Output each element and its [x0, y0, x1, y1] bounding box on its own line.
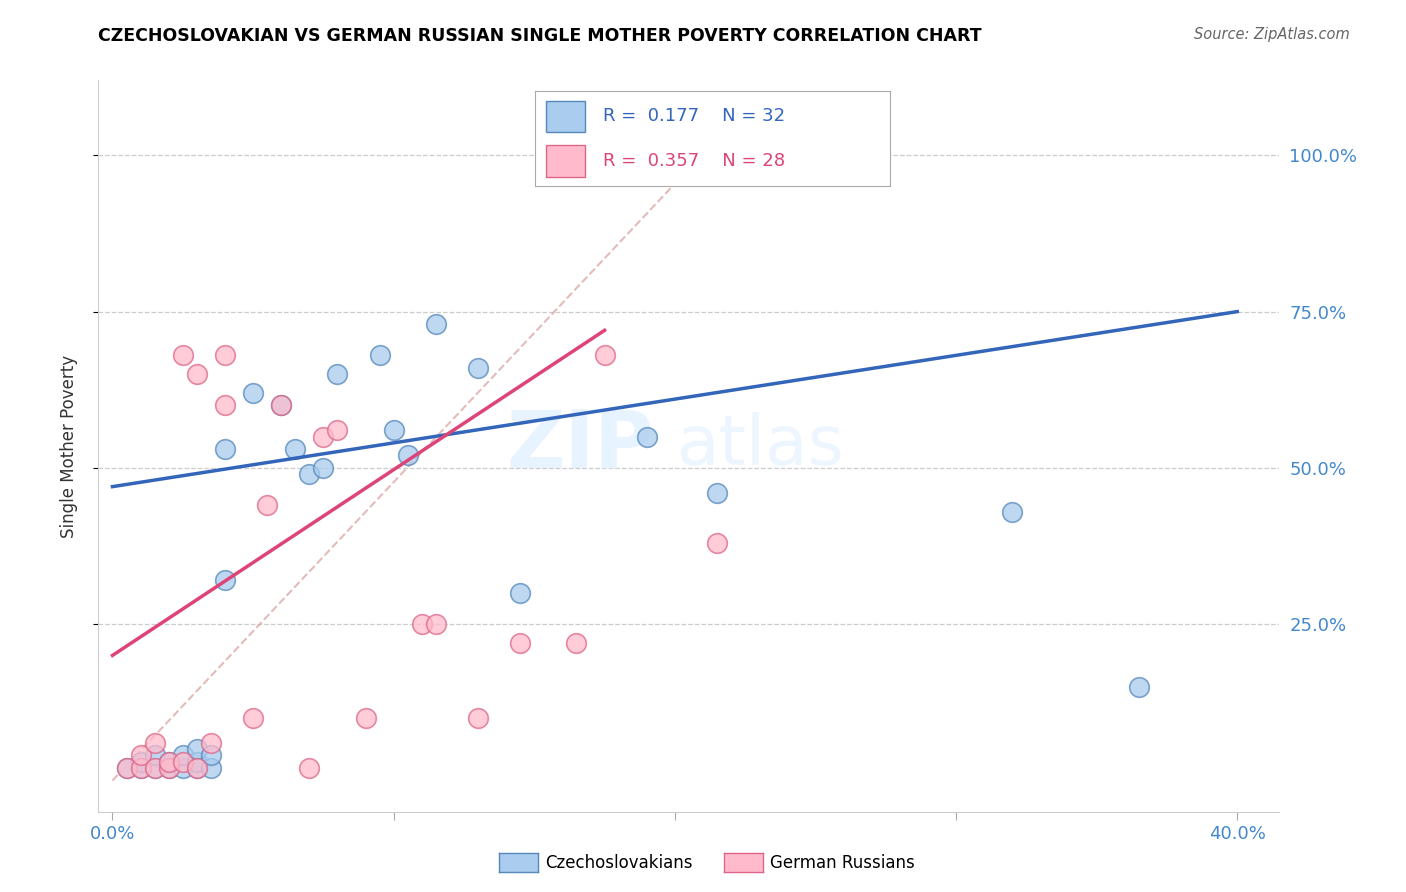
Point	[157, 761, 180, 775]
Point	[214, 348, 236, 362]
Point	[186, 367, 208, 381]
Point	[186, 761, 208, 775]
Point	[425, 317, 447, 331]
Text: German Russians: German Russians	[770, 854, 915, 871]
Point	[298, 761, 321, 775]
Point	[411, 617, 433, 632]
Point	[200, 761, 222, 775]
Point	[509, 636, 531, 650]
Point	[368, 348, 391, 362]
Point	[312, 461, 335, 475]
Point	[172, 348, 194, 362]
Point	[509, 586, 531, 600]
Point	[200, 736, 222, 750]
Point	[242, 711, 264, 725]
Point	[186, 755, 208, 769]
Point	[143, 736, 166, 750]
Point	[143, 761, 166, 775]
Point	[157, 755, 180, 769]
Point	[354, 711, 377, 725]
Point	[143, 761, 166, 775]
Point	[129, 755, 152, 769]
Point	[157, 761, 180, 775]
Point	[270, 398, 292, 412]
Point	[129, 748, 152, 763]
Point	[129, 761, 152, 775]
Point	[284, 442, 307, 457]
Point	[172, 748, 194, 763]
Point	[1128, 680, 1150, 694]
Point	[706, 536, 728, 550]
Text: Source: ZipAtlas.com: Source: ZipAtlas.com	[1194, 27, 1350, 42]
Point	[636, 429, 658, 443]
Point	[172, 761, 194, 775]
Point	[214, 442, 236, 457]
Text: atlas: atlas	[678, 412, 845, 480]
Point	[467, 711, 489, 725]
Point	[326, 423, 349, 437]
Point	[186, 742, 208, 756]
Point	[157, 755, 180, 769]
Point	[214, 398, 236, 412]
Text: CZECHOSLOVAKIAN VS GERMAN RUSSIAN SINGLE MOTHER POVERTY CORRELATION CHART: CZECHOSLOVAKIAN VS GERMAN RUSSIAN SINGLE…	[98, 27, 981, 45]
Point	[565, 636, 588, 650]
Point	[1001, 505, 1024, 519]
Text: ZIP: ZIP	[506, 407, 654, 485]
Point	[186, 761, 208, 775]
Point	[326, 367, 349, 381]
Point	[312, 429, 335, 443]
Point	[115, 761, 138, 775]
Point	[242, 385, 264, 400]
Point	[467, 360, 489, 375]
Point	[143, 748, 166, 763]
Point	[200, 748, 222, 763]
Point	[382, 423, 405, 437]
Point	[129, 761, 152, 775]
Point	[115, 761, 138, 775]
Point	[706, 486, 728, 500]
Text: Czechoslovakians: Czechoslovakians	[546, 854, 693, 871]
Point	[593, 348, 616, 362]
Point	[214, 574, 236, 588]
Point	[270, 398, 292, 412]
Point	[425, 617, 447, 632]
Point	[256, 499, 278, 513]
Y-axis label: Single Mother Poverty: Single Mother Poverty	[59, 354, 77, 538]
Point	[172, 755, 194, 769]
Point	[396, 449, 419, 463]
Point	[298, 467, 321, 482]
